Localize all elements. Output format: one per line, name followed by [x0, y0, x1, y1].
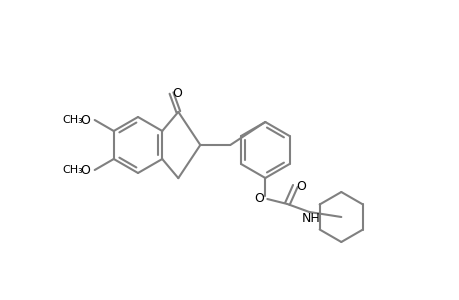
- Text: O: O: [79, 113, 90, 127]
- Text: CH₃: CH₃: [62, 165, 83, 175]
- Text: O: O: [296, 179, 306, 193]
- Text: O: O: [254, 193, 263, 206]
- Text: O: O: [79, 164, 90, 176]
- Text: O: O: [172, 87, 182, 100]
- Text: CH₃: CH₃: [62, 115, 83, 125]
- Text: NH: NH: [301, 212, 320, 224]
